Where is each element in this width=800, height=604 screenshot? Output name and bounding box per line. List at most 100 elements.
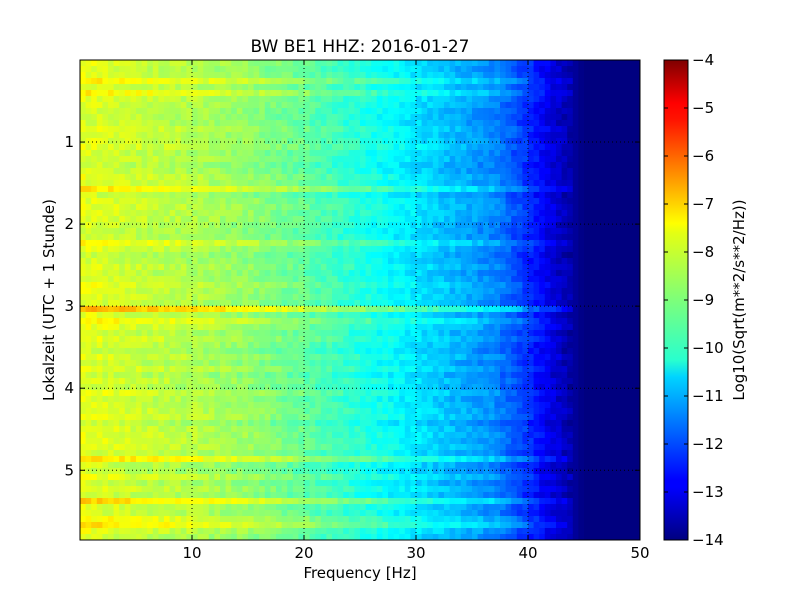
heatmap-cell xyxy=(461,306,467,313)
heatmap-cell xyxy=(500,96,506,103)
heatmap-cell xyxy=(142,240,148,247)
heatmap-cell xyxy=(466,264,472,271)
heatmap-cell xyxy=(573,198,579,205)
heatmap-cell xyxy=(394,186,400,193)
heatmap-cell xyxy=(119,132,125,139)
heatmap-cell xyxy=(114,312,120,319)
heatmap-cell xyxy=(444,294,450,301)
heatmap-cell xyxy=(293,312,299,319)
heatmap-cell xyxy=(147,162,153,169)
heatmap-cell xyxy=(332,180,338,187)
heatmap-cell xyxy=(119,234,125,241)
heatmap-cell xyxy=(119,318,125,325)
heatmap-cell xyxy=(506,78,512,85)
heatmap-cell xyxy=(578,132,584,139)
heatmap-cell xyxy=(595,228,601,235)
heatmap-cell xyxy=(130,60,136,67)
heatmap-cell xyxy=(276,126,282,133)
heatmap-cell xyxy=(483,324,489,331)
heatmap-cell xyxy=(242,66,248,73)
heatmap-cell xyxy=(136,270,142,277)
heatmap-cell xyxy=(416,336,422,343)
heatmap-cell xyxy=(433,108,439,115)
heatmap-cell xyxy=(86,156,92,163)
heatmap-cell xyxy=(461,126,467,133)
heatmap-cell xyxy=(455,252,461,259)
heatmap-cell xyxy=(237,96,243,103)
heatmap-cell xyxy=(310,318,316,325)
heatmap-cell xyxy=(354,198,360,205)
heatmap-cell xyxy=(483,186,489,193)
heatmap-cell xyxy=(382,276,388,283)
heatmap-cell xyxy=(511,144,517,151)
heatmap-cell xyxy=(399,198,405,205)
heatmap-cell xyxy=(606,252,612,259)
heatmap-cell xyxy=(550,276,556,283)
heatmap-cell xyxy=(545,252,551,259)
heatmap-cell xyxy=(315,84,321,91)
heatmap-cell xyxy=(282,282,288,289)
heatmap-cell xyxy=(321,174,327,181)
heatmap-cell xyxy=(321,318,327,325)
heatmap-cell xyxy=(612,240,618,247)
heatmap-cell xyxy=(623,60,629,67)
heatmap-cell xyxy=(310,72,316,79)
heatmap-cell xyxy=(550,264,556,271)
heatmap-cell xyxy=(231,162,237,169)
heatmap-cell xyxy=(595,252,601,259)
heatmap-cell xyxy=(450,198,456,205)
heatmap-cell xyxy=(354,138,360,145)
heatmap-cell xyxy=(416,204,422,211)
heatmap-cell xyxy=(315,144,321,151)
heatmap-cell xyxy=(528,138,534,145)
heatmap-cell xyxy=(455,120,461,127)
heatmap-cell xyxy=(573,90,579,97)
heatmap-cell xyxy=(522,306,528,313)
heatmap-cell xyxy=(567,282,573,289)
heatmap-cell xyxy=(416,294,422,301)
heatmap-cell xyxy=(170,288,176,295)
heatmap-cell xyxy=(226,132,232,139)
heatmap-cell xyxy=(136,138,142,145)
heatmap-cell xyxy=(226,276,232,283)
heatmap-cell xyxy=(326,150,332,157)
heatmap-cell xyxy=(164,264,170,271)
heatmap-cell xyxy=(293,336,299,343)
heatmap-cell xyxy=(472,186,478,193)
heatmap-cell xyxy=(444,264,450,271)
heatmap-cell xyxy=(461,162,467,169)
heatmap-cell xyxy=(321,192,327,199)
heatmap-cell xyxy=(629,204,635,211)
heatmap-cell xyxy=(153,120,159,127)
heatmap-cell xyxy=(500,354,506,361)
heatmap-cell xyxy=(517,222,523,229)
heatmap-cell xyxy=(282,150,288,157)
heatmap-cell xyxy=(108,204,114,211)
heatmap-cell xyxy=(108,294,114,301)
heatmap-cell xyxy=(80,210,86,217)
heatmap-cell xyxy=(209,186,215,193)
heatmap-cell xyxy=(226,330,232,337)
heatmap-cell xyxy=(231,228,237,235)
heatmap-cell xyxy=(119,102,125,109)
heatmap-cell xyxy=(170,144,176,151)
heatmap-cell xyxy=(108,72,114,79)
heatmap-cell xyxy=(136,132,142,139)
heatmap-cell xyxy=(158,114,164,121)
heatmap-cell xyxy=(186,210,192,217)
heatmap-cell xyxy=(450,90,456,97)
heatmap-cell xyxy=(422,348,428,355)
heatmap-cell xyxy=(539,186,545,193)
heatmap-cell xyxy=(310,102,316,109)
heatmap-cell xyxy=(248,282,254,289)
heatmap-cell xyxy=(595,84,601,91)
heatmap-cell xyxy=(231,60,237,67)
heatmap-cell xyxy=(399,354,405,361)
heatmap-cell xyxy=(349,270,355,277)
heatmap-cell xyxy=(410,150,416,157)
heatmap-cell xyxy=(422,78,428,85)
heatmap-cell xyxy=(175,180,181,187)
heatmap-cell xyxy=(606,132,612,139)
heatmap-cell xyxy=(629,126,635,133)
heatmap-cell xyxy=(270,198,276,205)
